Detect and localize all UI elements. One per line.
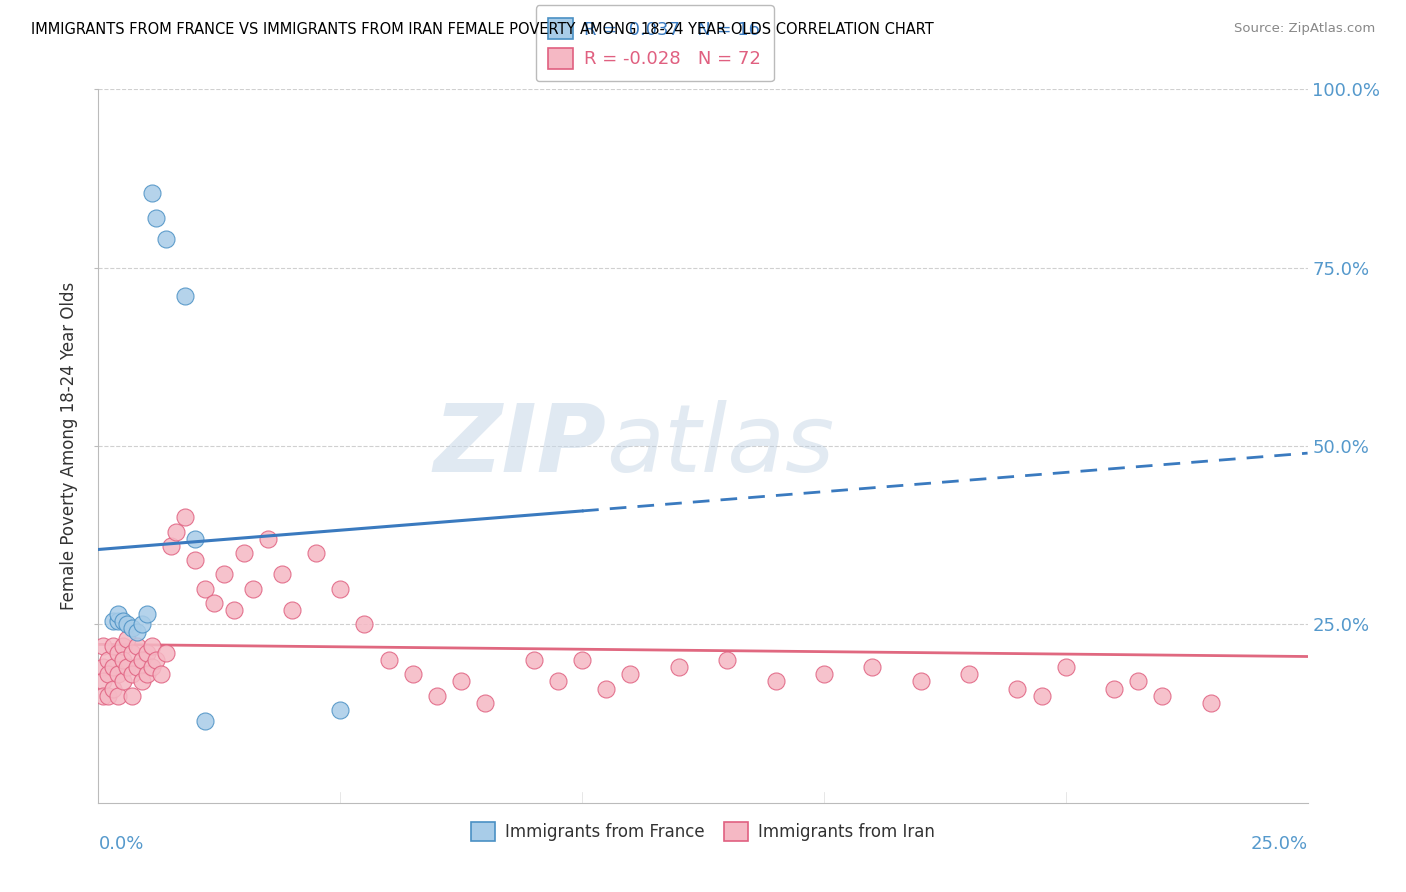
- Point: [242, 582, 264, 596]
- Point: [117, 632, 139, 646]
- Point: [131, 674, 153, 689]
- Point: [111, 639, 134, 653]
- Point: [111, 614, 134, 628]
- Point: [716, 653, 738, 667]
- Text: 0.0%: 0.0%: [98, 835, 143, 853]
- Point: [131, 617, 153, 632]
- Point: [256, 532, 278, 546]
- Text: atlas: atlas: [606, 401, 835, 491]
- Point: [97, 689, 120, 703]
- Point: [329, 703, 352, 717]
- Point: [117, 660, 139, 674]
- Point: [91, 660, 114, 674]
- Point: [107, 667, 129, 681]
- Point: [1152, 689, 1174, 703]
- Point: [145, 211, 167, 225]
- Point: [121, 646, 143, 660]
- Point: [523, 653, 546, 667]
- Point: [860, 660, 883, 674]
- Point: [426, 689, 449, 703]
- Legend: Immigrants from France, Immigrants from Iran: Immigrants from France, Immigrants from …: [465, 815, 941, 848]
- Point: [957, 667, 980, 681]
- Point: [131, 653, 153, 667]
- Point: [204, 596, 226, 610]
- Point: [101, 681, 124, 696]
- Point: [184, 553, 207, 567]
- Point: [155, 646, 177, 660]
- Point: [107, 607, 129, 621]
- Text: ZIP: ZIP: [433, 400, 606, 492]
- Point: [1054, 660, 1077, 674]
- Point: [127, 624, 149, 639]
- Point: [232, 546, 254, 560]
- Point: [121, 621, 143, 635]
- Point: [91, 674, 114, 689]
- Y-axis label: Female Poverty Among 18-24 Year Olds: Female Poverty Among 18-24 Year Olds: [60, 282, 79, 610]
- Point: [174, 289, 197, 303]
- Point: [97, 667, 120, 681]
- Point: [135, 607, 157, 621]
- Point: [402, 667, 425, 681]
- Point: [174, 510, 197, 524]
- Point: [595, 681, 617, 696]
- Text: 25.0%: 25.0%: [1250, 835, 1308, 853]
- Point: [127, 660, 149, 674]
- Point: [668, 660, 690, 674]
- Point: [281, 603, 304, 617]
- Point: [1007, 681, 1029, 696]
- Point: [194, 582, 217, 596]
- Point: [150, 667, 173, 681]
- Point: [1102, 681, 1125, 696]
- Point: [107, 689, 129, 703]
- Point: [813, 667, 835, 681]
- Point: [135, 646, 157, 660]
- Point: [141, 660, 163, 674]
- Point: [155, 232, 177, 246]
- Point: [117, 617, 139, 632]
- Point: [145, 653, 167, 667]
- Point: [1128, 674, 1150, 689]
- Text: IMMIGRANTS FROM FRANCE VS IMMIGRANTS FROM IRAN FEMALE POVERTY AMONG 18-24 YEAR O: IMMIGRANTS FROM FRANCE VS IMMIGRANTS FRO…: [31, 22, 934, 37]
- Point: [1031, 689, 1053, 703]
- Point: [121, 689, 143, 703]
- Point: [474, 696, 496, 710]
- Text: Source: ZipAtlas.com: Source: ZipAtlas.com: [1234, 22, 1375, 36]
- Point: [160, 539, 183, 553]
- Point: [377, 653, 399, 667]
- Point: [571, 653, 593, 667]
- Point: [111, 674, 134, 689]
- Point: [353, 617, 375, 632]
- Point: [91, 689, 114, 703]
- Point: [1199, 696, 1222, 710]
- Point: [141, 639, 163, 653]
- Point: [910, 674, 932, 689]
- Point: [127, 639, 149, 653]
- Point: [97, 653, 120, 667]
- Point: [165, 524, 187, 539]
- Point: [619, 667, 641, 681]
- Point: [91, 639, 114, 653]
- Point: [101, 660, 124, 674]
- Point: [271, 567, 294, 582]
- Point: [547, 674, 569, 689]
- Point: [194, 714, 217, 728]
- Point: [111, 653, 134, 667]
- Point: [305, 546, 328, 560]
- Point: [222, 603, 245, 617]
- Point: [765, 674, 787, 689]
- Point: [101, 614, 124, 628]
- Point: [135, 667, 157, 681]
- Point: [107, 646, 129, 660]
- Point: [107, 614, 129, 628]
- Point: [101, 639, 124, 653]
- Point: [184, 532, 207, 546]
- Point: [121, 667, 143, 681]
- Point: [329, 582, 352, 596]
- Point: [141, 186, 163, 200]
- Point: [212, 567, 235, 582]
- Point: [450, 674, 472, 689]
